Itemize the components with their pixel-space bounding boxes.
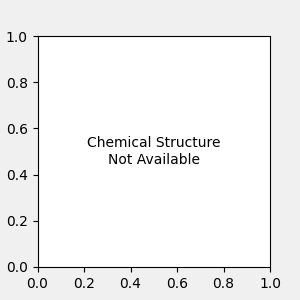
Text: Chemical Structure
Not Available: Chemical Structure Not Available	[87, 136, 220, 166]
